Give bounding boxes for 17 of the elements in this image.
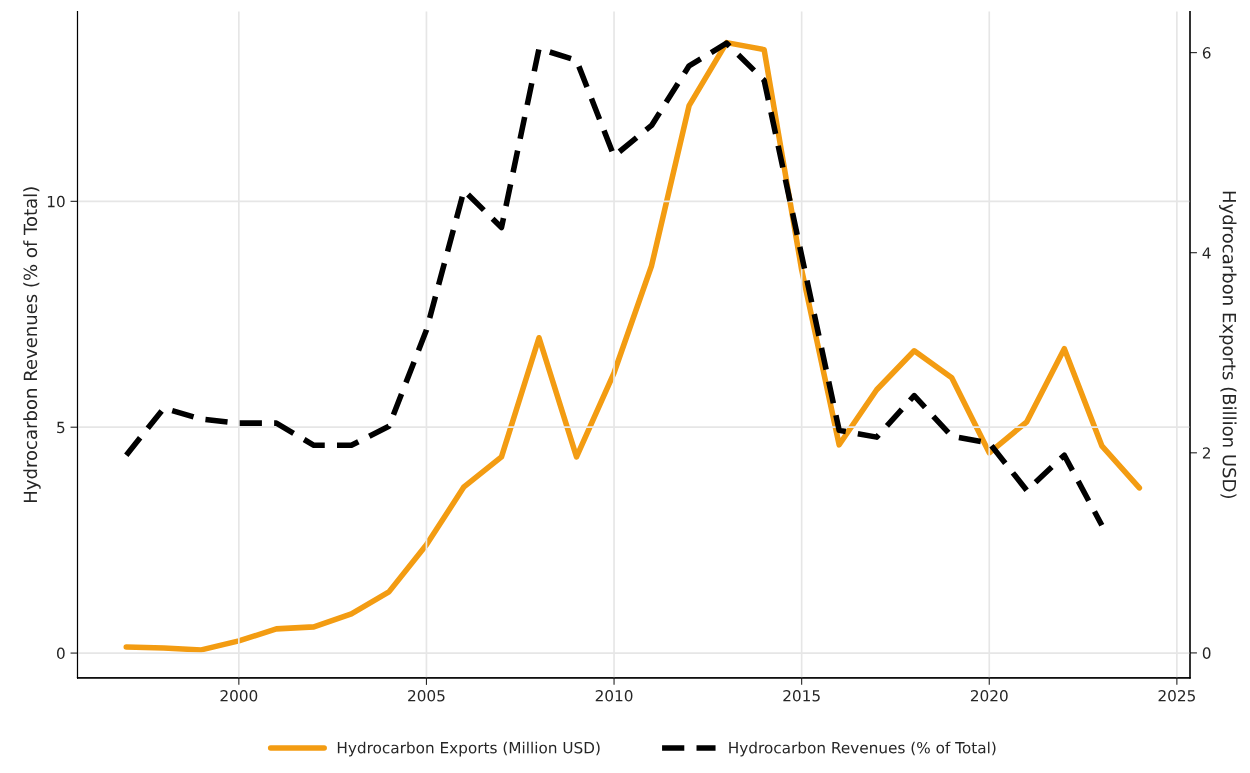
y-tick-label: 0 [56,647,65,660]
x-tick-label: 2015 [783,690,820,702]
x-tick-label: 2025 [1158,690,1195,702]
y-tick-label: 5 [57,421,65,434]
x-tick-label: 2010 [595,690,633,702]
y2-tick-label: 2 [1202,447,1210,459]
legend-label: Hydrocarbon Exports (Million USD) [337,741,600,757]
y-axis-title: Hydrocarbon Revenues (% of Total) [23,187,41,502]
y2-tick-label: 0 [1202,647,1211,659]
x-tick-label: 2005 [408,690,445,702]
y2-tick-label: 6 [1202,47,1211,59]
y2-axis-title: Hydrocarbon Exports (Billion USD) [1219,191,1237,498]
y-tick-label: 10 [47,195,65,208]
legend-label: Hydrocarbon Revenues (% of Total) [729,741,996,757]
x-tick-label: 2020 [970,690,1008,702]
y2-tick-label: 4 [1202,247,1211,259]
x-tick-label: 2000 [220,690,258,702]
